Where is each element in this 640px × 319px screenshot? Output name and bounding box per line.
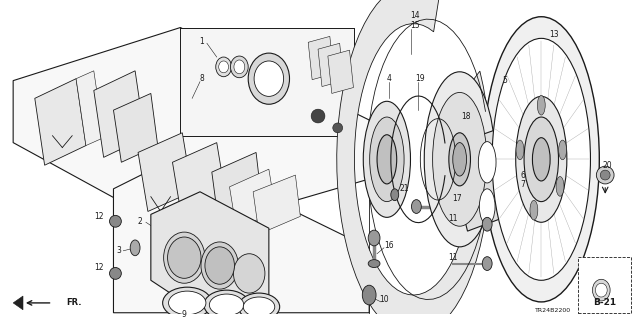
Text: B-21: B-21 xyxy=(593,298,616,308)
Text: 5: 5 xyxy=(502,76,508,85)
Ellipse shape xyxy=(530,200,538,220)
Ellipse shape xyxy=(377,135,397,184)
Ellipse shape xyxy=(600,170,610,180)
Text: 13: 13 xyxy=(549,30,559,39)
Polygon shape xyxy=(337,0,490,319)
Ellipse shape xyxy=(595,283,607,297)
Ellipse shape xyxy=(391,189,399,201)
Polygon shape xyxy=(212,152,263,231)
FancyBboxPatch shape xyxy=(578,257,631,313)
Polygon shape xyxy=(35,79,86,165)
Text: 11: 11 xyxy=(448,214,458,223)
Ellipse shape xyxy=(433,93,486,226)
Polygon shape xyxy=(328,50,353,93)
Polygon shape xyxy=(172,143,227,221)
Ellipse shape xyxy=(311,109,325,123)
Ellipse shape xyxy=(524,117,559,202)
Ellipse shape xyxy=(362,285,376,305)
Text: FR.: FR. xyxy=(67,298,82,308)
Ellipse shape xyxy=(243,297,275,317)
Polygon shape xyxy=(113,155,369,313)
Text: 11: 11 xyxy=(448,253,458,262)
Text: 1: 1 xyxy=(200,37,204,46)
Ellipse shape xyxy=(168,291,206,315)
Ellipse shape xyxy=(234,254,265,293)
Polygon shape xyxy=(13,296,23,310)
Text: 7: 7 xyxy=(520,180,525,189)
Polygon shape xyxy=(458,126,516,231)
Polygon shape xyxy=(318,43,344,86)
Ellipse shape xyxy=(209,294,244,316)
Ellipse shape xyxy=(109,268,122,279)
Ellipse shape xyxy=(559,140,566,160)
Ellipse shape xyxy=(478,142,496,183)
Polygon shape xyxy=(113,93,157,162)
Ellipse shape xyxy=(516,96,567,222)
Ellipse shape xyxy=(204,290,249,319)
Text: TR24B2200: TR24B2200 xyxy=(534,308,571,313)
Text: 12: 12 xyxy=(94,263,104,272)
Ellipse shape xyxy=(333,123,342,133)
Ellipse shape xyxy=(368,230,380,246)
Ellipse shape xyxy=(538,95,545,115)
Ellipse shape xyxy=(596,166,614,184)
Ellipse shape xyxy=(492,38,591,280)
Polygon shape xyxy=(94,71,145,157)
Polygon shape xyxy=(230,169,276,229)
Ellipse shape xyxy=(516,140,524,160)
Polygon shape xyxy=(138,133,192,211)
Ellipse shape xyxy=(164,232,205,283)
Ellipse shape xyxy=(452,143,467,176)
Ellipse shape xyxy=(483,257,492,271)
Text: 16: 16 xyxy=(384,241,394,250)
Ellipse shape xyxy=(205,247,234,284)
Polygon shape xyxy=(180,27,355,136)
Ellipse shape xyxy=(109,215,122,227)
Polygon shape xyxy=(13,27,369,234)
Text: 2: 2 xyxy=(138,217,142,226)
Polygon shape xyxy=(253,175,300,234)
Text: 17: 17 xyxy=(452,194,461,203)
Polygon shape xyxy=(151,192,269,313)
Ellipse shape xyxy=(483,217,492,231)
Polygon shape xyxy=(308,36,334,80)
Text: 12: 12 xyxy=(94,212,104,221)
Text: 10: 10 xyxy=(379,295,388,304)
Text: 21: 21 xyxy=(400,184,410,193)
Ellipse shape xyxy=(216,57,232,77)
Ellipse shape xyxy=(412,200,421,213)
Ellipse shape xyxy=(168,237,201,278)
Ellipse shape xyxy=(424,72,495,247)
Ellipse shape xyxy=(449,133,470,186)
Ellipse shape xyxy=(593,279,610,301)
Ellipse shape xyxy=(248,53,289,104)
Ellipse shape xyxy=(368,260,380,268)
Ellipse shape xyxy=(238,293,280,319)
Ellipse shape xyxy=(254,61,284,96)
Text: 4: 4 xyxy=(387,74,391,83)
Ellipse shape xyxy=(219,61,228,73)
Text: 20: 20 xyxy=(602,161,612,170)
Ellipse shape xyxy=(532,138,550,181)
Text: 6: 6 xyxy=(520,171,525,180)
Text: 18: 18 xyxy=(461,112,470,121)
Text: 14: 14 xyxy=(411,11,420,20)
Ellipse shape xyxy=(364,101,410,217)
Ellipse shape xyxy=(230,56,248,78)
Text: 15: 15 xyxy=(411,21,420,30)
Text: 8: 8 xyxy=(200,74,204,83)
Ellipse shape xyxy=(556,176,564,196)
Ellipse shape xyxy=(479,189,495,224)
Ellipse shape xyxy=(370,117,404,202)
Polygon shape xyxy=(76,71,104,145)
Ellipse shape xyxy=(130,240,140,256)
Ellipse shape xyxy=(234,60,244,74)
Ellipse shape xyxy=(201,242,238,289)
Ellipse shape xyxy=(163,287,212,319)
Text: 19: 19 xyxy=(415,74,425,83)
Ellipse shape xyxy=(483,17,599,302)
Text: 9: 9 xyxy=(182,310,187,319)
Text: 3: 3 xyxy=(116,246,121,255)
